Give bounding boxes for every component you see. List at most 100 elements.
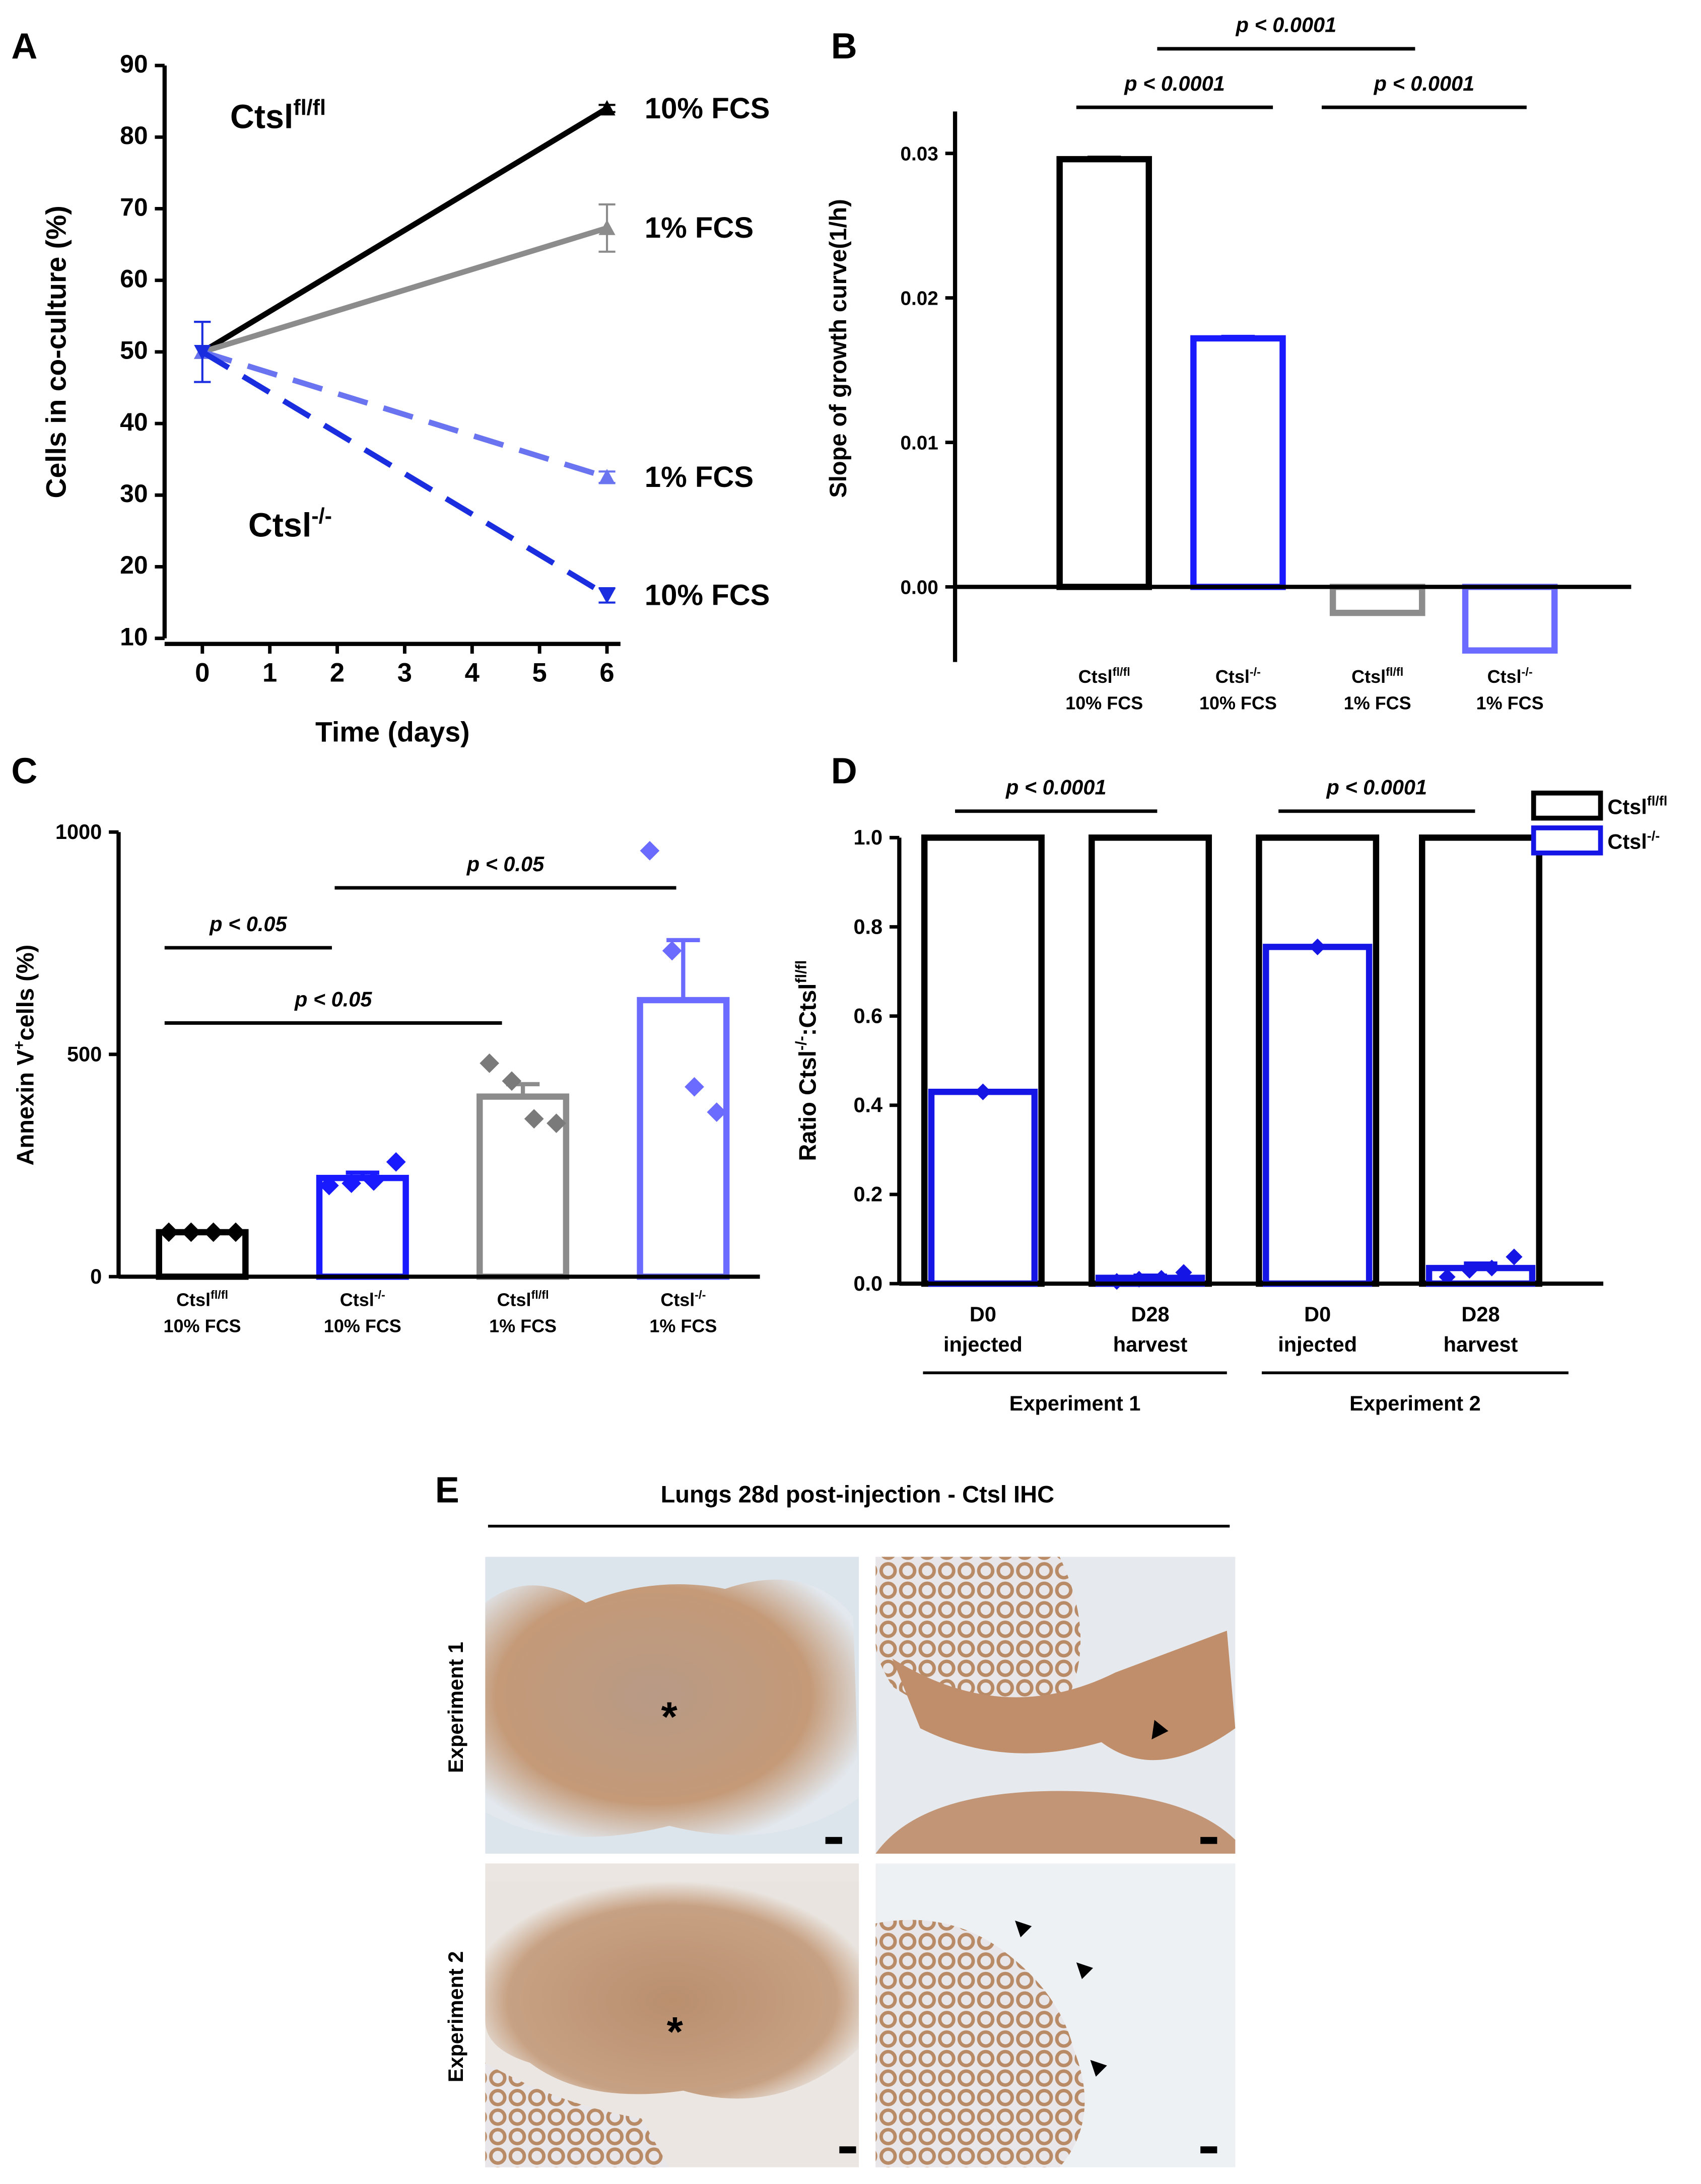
- scale-bar: [1200, 2146, 1217, 2154]
- bar: [637, 997, 730, 1280]
- series-label: 1% FCS: [645, 212, 754, 244]
- group-label: Ctsl-/-: [248, 504, 332, 544]
- data-point: [159, 1222, 179, 1242]
- y-tick-label: 0.0: [853, 1272, 882, 1295]
- x-tick-label-part: Ctsl: [1215, 666, 1250, 687]
- series-line: [200, 349, 608, 598]
- data-point: [598, 100, 616, 116]
- x-tick-label-part: Ctsl: [1487, 666, 1522, 687]
- y-tick-label: 70: [120, 193, 148, 221]
- data-point: [1439, 1269, 1456, 1286]
- series-label: 1% FCS: [645, 461, 754, 494]
- x-tick-label-part: fl/fl: [531, 1288, 549, 1301]
- y-tick-label: 40: [120, 408, 148, 436]
- x-tick-label-part: 1% FCS: [1476, 692, 1544, 713]
- comparison-label: p < 0.05: [294, 987, 372, 1011]
- x-tick-label-part: 10% FCS: [1065, 692, 1143, 713]
- x-tick-label-part: 1% FCS: [1344, 692, 1411, 713]
- data-point: [194, 345, 211, 361]
- x-tick-label: 3: [397, 658, 412, 687]
- bar: [1419, 834, 1542, 1287]
- legend-label-part: -/-: [1647, 828, 1660, 843]
- y-tick-label: 0.6: [853, 1004, 882, 1027]
- y-tick-label: 1.0: [853, 825, 882, 849]
- x-tick-label-part: harvest: [1444, 1332, 1518, 1356]
- x-tick-label-part: -/-: [374, 1288, 385, 1301]
- legend-swatch: [1531, 825, 1603, 856]
- tissue: [875, 1791, 1236, 1854]
- x-tick-label: D28 harvest: [1444, 1302, 1518, 1356]
- x-tick-label-part: D0: [1304, 1302, 1331, 1326]
- comparison-label: p < 0.05: [466, 852, 545, 876]
- tissue: [892, 1631, 1236, 1760]
- x-tick-label: 2: [330, 658, 345, 687]
- comparison-label: p < 0.0001: [1374, 72, 1475, 95]
- x-tick-label-part: D0: [970, 1302, 996, 1326]
- data-point: [707, 1102, 727, 1122]
- x-tick-label: Ctsl-/- 10% FCS: [1199, 665, 1277, 714]
- y-tick-label: 1000: [55, 820, 102, 843]
- legend-label-part: Ctsl: [1607, 795, 1647, 818]
- series-line: [201, 225, 608, 355]
- y-tick-label: 0.8: [853, 914, 882, 938]
- comparison-label: p < 0.0001: [1236, 13, 1337, 37]
- x-tick-label-part: D28: [1131, 1302, 1169, 1326]
- bar: [316, 1174, 409, 1280]
- y-tick-label: 0.02: [900, 288, 938, 309]
- panel-label: A: [11, 26, 37, 66]
- data-point: [386, 1152, 406, 1172]
- bar: [1056, 156, 1152, 590]
- x-tick-label-part: fl/fl: [1386, 665, 1403, 678]
- x-tick-label-part: fl/fl: [211, 1288, 228, 1301]
- x-tick-label: 6: [599, 658, 614, 687]
- x-tick-label-part: D28: [1461, 1302, 1500, 1326]
- tissue: [485, 2063, 669, 2167]
- x-axis-label: Time (days): [315, 716, 470, 747]
- image-panel: * * Lungs 28d post-injection - Ctsl IHC …: [444, 1481, 1236, 2167]
- y-tick-label: 0.2: [853, 1182, 882, 1206]
- legend-label: Ctsl-/-: [1607, 828, 1660, 854]
- x-tick-label-part: -/-: [1250, 665, 1261, 678]
- y-tick-label: 0.00: [900, 577, 938, 598]
- x-tick-label-part: harvest: [1113, 1332, 1188, 1356]
- bar: [1462, 584, 1558, 654]
- data-point: [226, 1222, 246, 1242]
- data-point: [598, 220, 616, 235]
- group-label: Experiment 1: [1009, 1391, 1141, 1415]
- data-point: [342, 1173, 362, 1193]
- data-point: [480, 1053, 500, 1073]
- y-axis-label: Cells in co-culture (%): [40, 205, 72, 498]
- y-tick-label: 500: [67, 1042, 102, 1066]
- y-tick-label: 0.03: [900, 143, 938, 165]
- x-tick-label: D0 injected: [1278, 1302, 1357, 1356]
- data-point: [1483, 1259, 1501, 1277]
- panel-label: D: [831, 751, 857, 791]
- x-tick-label-part: -/-: [1522, 665, 1533, 678]
- group-label: Experiment 2: [1349, 1391, 1481, 1415]
- row-label: Experiment 1: [444, 1642, 467, 1773]
- x-tick-label-part: Ctsl: [340, 1289, 374, 1310]
- series-label: 10% FCS: [645, 579, 770, 612]
- data-point: [181, 1222, 201, 1242]
- x-tick-label-part: Ctsl: [176, 1289, 211, 1310]
- x-tick-label-part: Ctsl: [1351, 666, 1386, 687]
- x-tick-label-part: 10% FCS: [1199, 692, 1277, 713]
- bar: [1088, 834, 1212, 1287]
- y-tick-label: 80: [120, 121, 148, 150]
- x-tick-label: 1: [262, 658, 277, 687]
- y-tick-label: 30: [120, 479, 148, 508]
- y-axis-label-part: :Ctsl: [794, 983, 821, 1036]
- x-tick-label: Ctslfl/fl 10% FCS: [1065, 665, 1143, 714]
- asterisk: *: [661, 1693, 678, 1740]
- x-tick-label: Ctsl-/- 10% FCS: [324, 1288, 401, 1336]
- row-label: Experiment 2: [444, 1951, 467, 2083]
- x-tick-label: D0 injected: [943, 1302, 1023, 1356]
- group-label-part: fl/fl: [293, 96, 326, 120]
- x-tick-label: Ctslfl/fl 1% FCS: [1344, 665, 1411, 714]
- y-axis-label: Ratio Ctsl-/-:Ctslfl/fl: [792, 960, 821, 1161]
- y-axis-label-part: Annexin V: [12, 1049, 39, 1166]
- x-tick-label: Ctslfl/fl 10% FCS: [164, 1288, 241, 1336]
- y-axis-label-part: +: [11, 1041, 28, 1050]
- data-point: [547, 1113, 566, 1133]
